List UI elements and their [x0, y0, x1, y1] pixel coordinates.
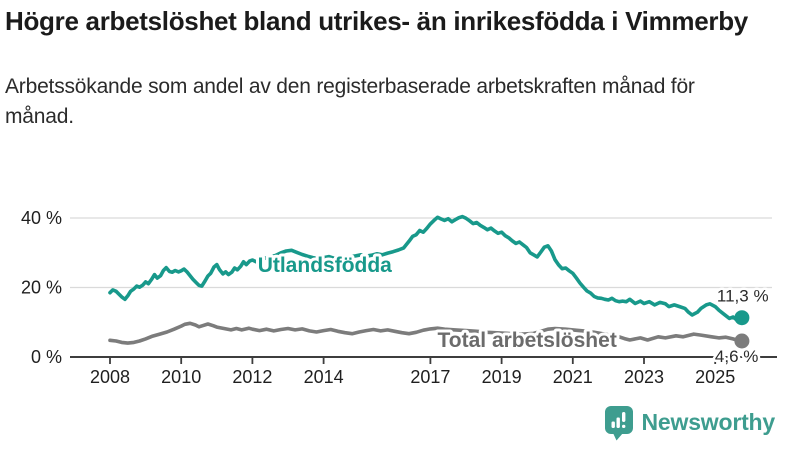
series-line-utlandsfodda [108, 214, 744, 323]
newsworthy-logo-icon [604, 406, 633, 441]
x-tick-label: 2010 [161, 367, 201, 387]
series-end-value-total: 4,6 % [715, 347, 758, 366]
x-tick-label: 2012 [232, 367, 272, 387]
x-tick-label: 2021 [553, 367, 593, 387]
x-tick-label: 2008 [90, 367, 130, 387]
series-end-dot-total [734, 333, 750, 349]
y-tick-label: 40 % [21, 208, 62, 228]
y-tick-label: 0 % [31, 347, 62, 367]
page-title: Högre arbetslöshet bland utrikes- än inr… [5, 6, 748, 36]
chart-header: Högre arbetslöshet bland utrikes- än inr… [5, 4, 770, 132]
page-subtitle: Arbetssökande som andel av den registerb… [5, 75, 695, 129]
newsworthy-logo-text: Newsworthy [641, 409, 776, 435]
series-line-total [108, 321, 744, 345]
x-tick-label: 2025 [695, 367, 735, 387]
x-tick-label: 2019 [482, 367, 522, 387]
newsworthy-logo: Newsworthy [604, 404, 775, 441]
x-tick-label: 2017 [410, 367, 450, 387]
y-tick-label: 20 % [21, 278, 62, 298]
x-tick-label: 2023 [624, 367, 664, 387]
series-label-utlandsfodda: Utlandsfödda [258, 254, 392, 277]
series-end-dot-utlandsfodda [734, 310, 750, 326]
series-label-total: Total arbetslöshet [438, 329, 617, 352]
series-end-value-utlandsfodda: 11,3 % [717, 287, 769, 306]
x-tick-label: 2014 [304, 367, 344, 387]
